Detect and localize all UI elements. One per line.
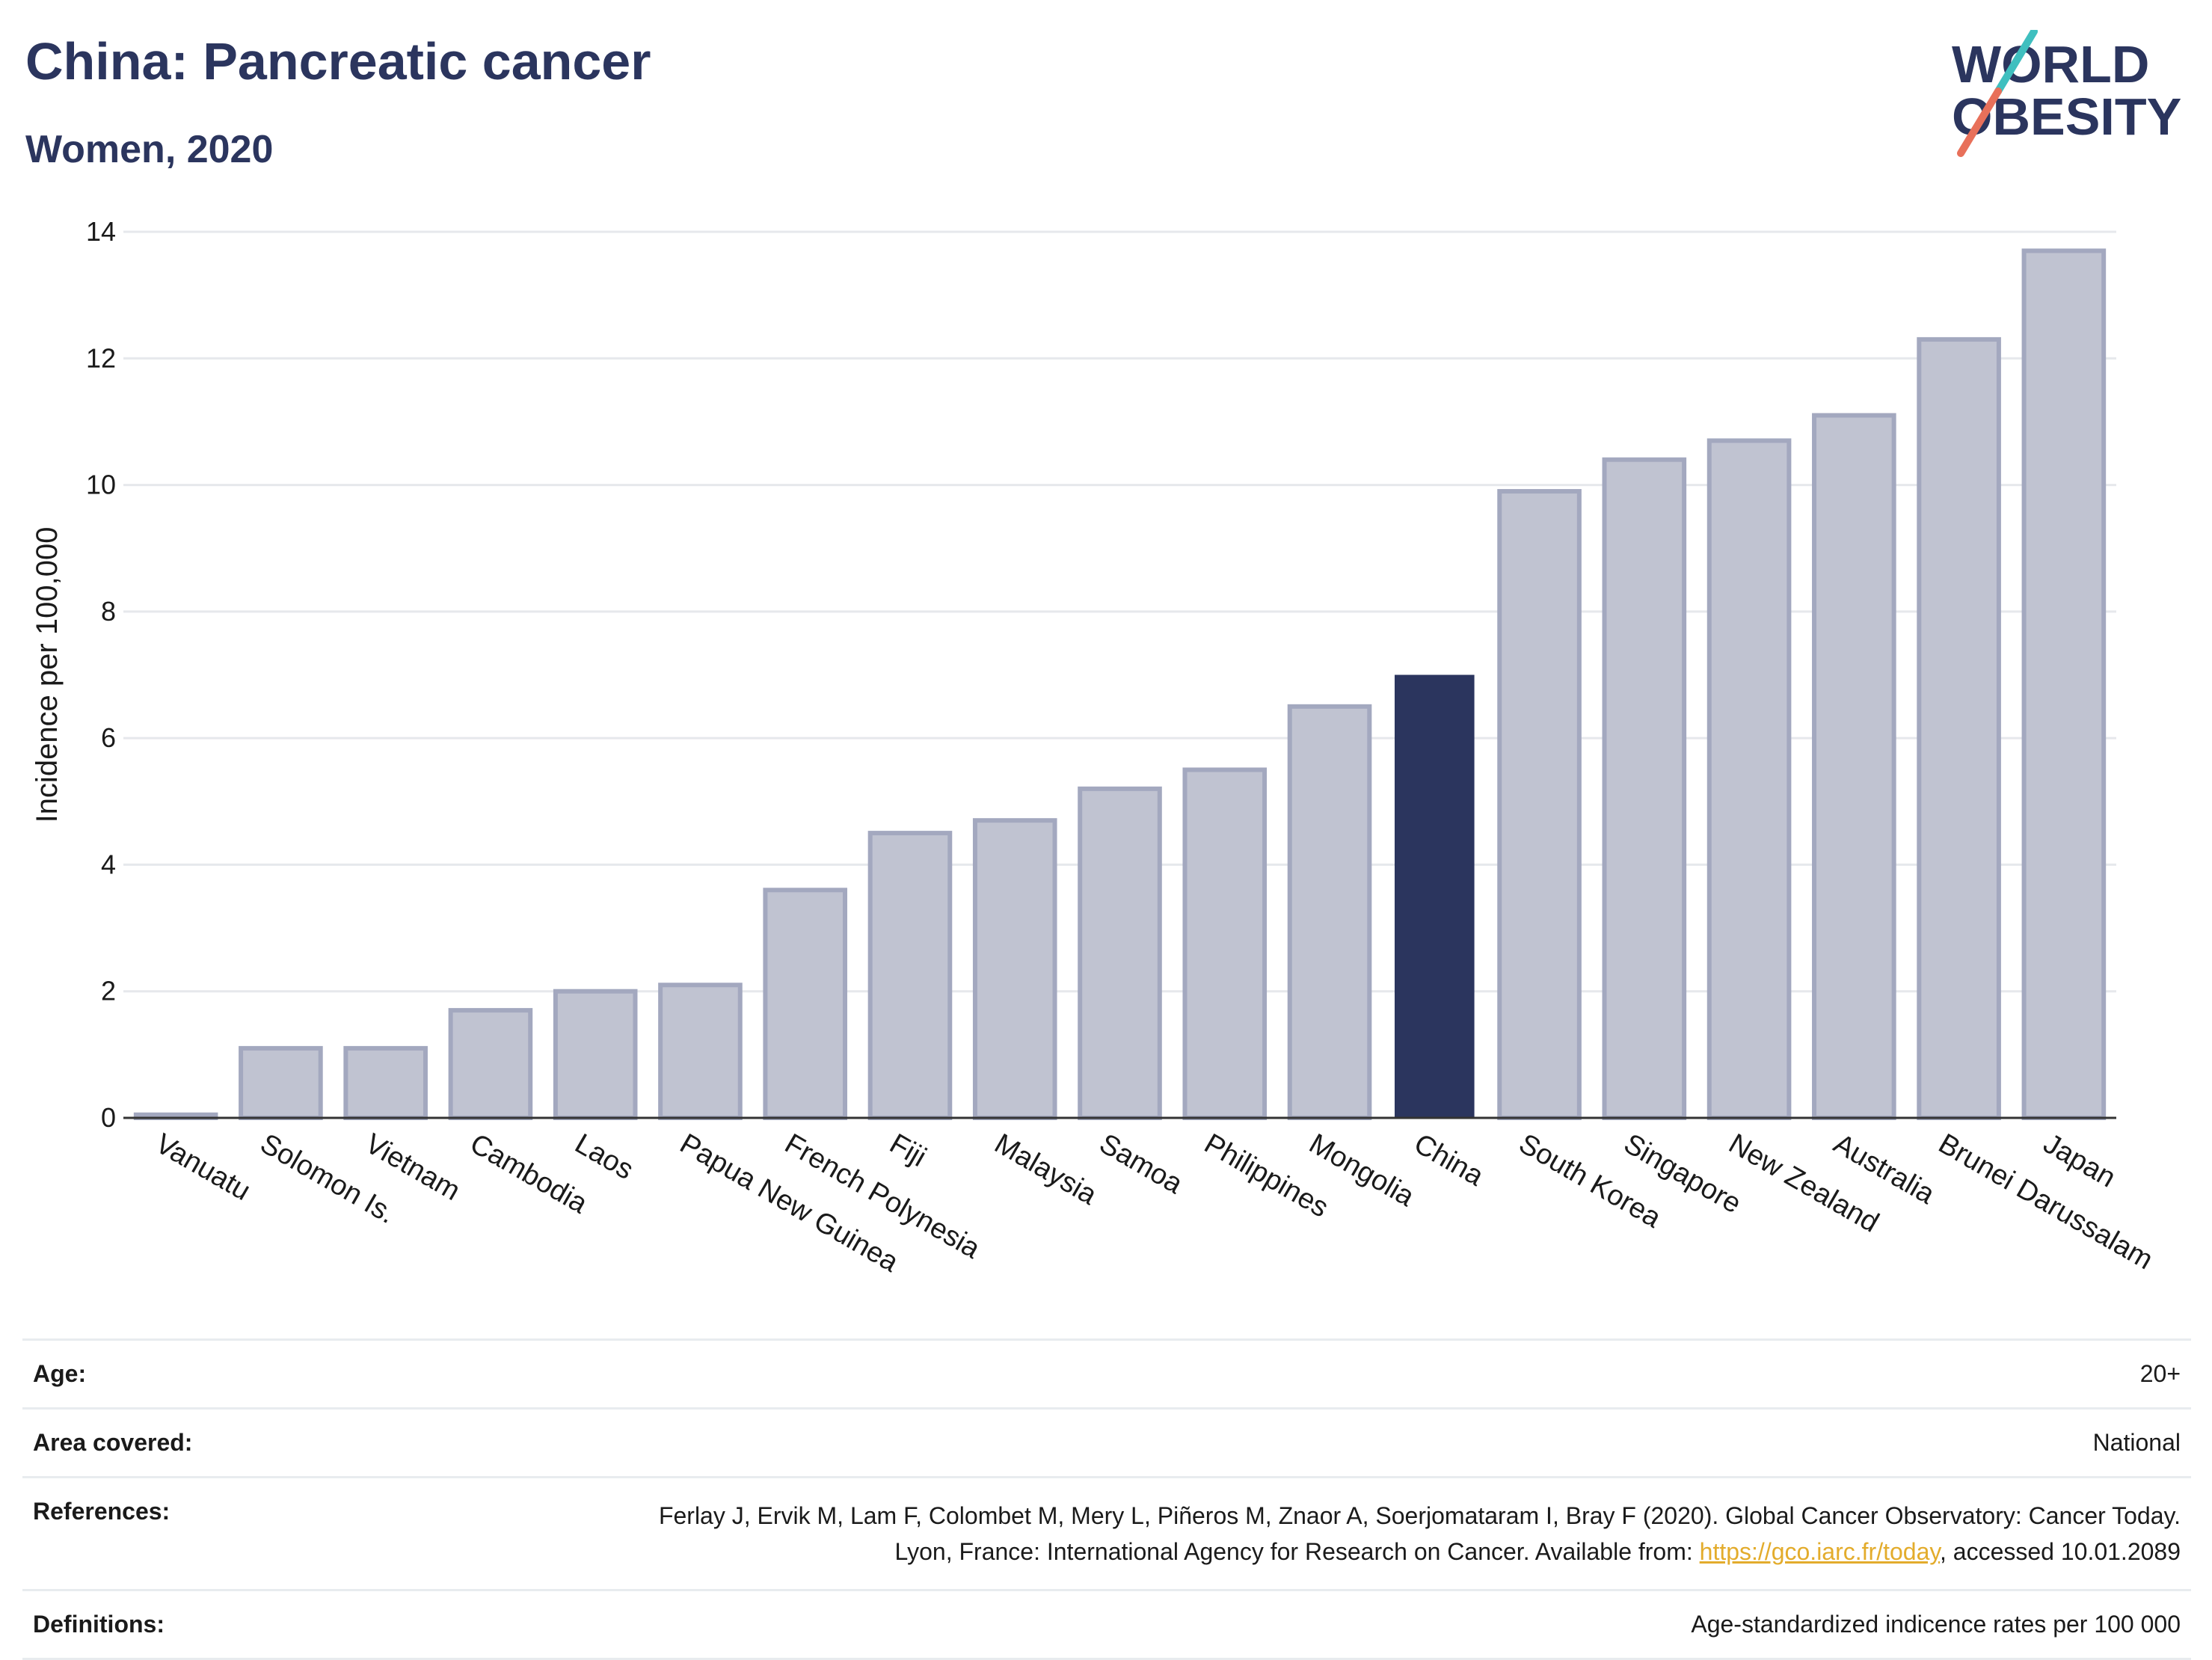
bar	[1394, 674, 1475, 1118]
y-axis-label: Incidence per 100,000	[31, 527, 64, 823]
bar	[1917, 336, 2001, 1121]
x-tick-label: Cambodia	[464, 1128, 593, 1220]
y-tick-label: 6	[101, 722, 116, 753]
bar	[972, 818, 1057, 1121]
bar	[1812, 413, 1896, 1120]
y-tick-label: 14	[86, 216, 116, 247]
definitions-value: Age-standardized indicence rates per 100…	[1691, 1611, 2181, 1638]
x-tick-label: Vanuatu	[150, 1128, 256, 1207]
bar	[763, 888, 848, 1120]
y-tick-label: 0	[101, 1102, 116, 1133]
x-tick-label: China	[1409, 1128, 1490, 1192]
bar	[448, 1008, 533, 1121]
references-link[interactable]: https://gco.iarc.fr/today	[1699, 1538, 1940, 1565]
y-tick-label: 8	[101, 596, 116, 627]
y-tick-label: 4	[101, 849, 116, 879]
footer-row-age: Age: 20+	[22, 1338, 2191, 1407]
bar	[658, 983, 743, 1120]
page-subtitle: Women, 2020	[25, 128, 274, 171]
logo-line2: OBESITY	[1952, 87, 2181, 146]
area-label: Area covered:	[33, 1429, 193, 1456]
y-tick-label: 12	[86, 342, 116, 373]
x-tick-label: Samoa	[1094, 1128, 1188, 1200]
x-tick-label: Fiji	[884, 1128, 931, 1173]
references-label: References:	[33, 1498, 170, 1525]
x-tick-label: Malaysia	[989, 1128, 1103, 1211]
page-title: China: Pancreatic cancer	[25, 32, 651, 90]
y-tick-label: 10	[86, 470, 116, 500]
references-text: Ferlay J, Ervik M, Lam F, Colombet M, Me…	[658, 1502, 2181, 1565]
y-tick-label: 2	[101, 976, 116, 1006]
x-tick-label: Japan	[2038, 1128, 2121, 1193]
x-tick-label: Laos	[570, 1128, 639, 1186]
bar	[867, 831, 953, 1120]
area-value: National	[2092, 1429, 2181, 1456]
bar	[2021, 248, 2107, 1121]
references-value: Ferlay J, Ervik M, Lam F, Colombet M, Me…	[610, 1498, 2181, 1570]
references-suffix: , accessed 10.01.2089	[1939, 1538, 2181, 1565]
bar-chart: 0 2 4 6 8 10 12 14 Incidence per 100,000 Vanuatu S…	[31, 216, 2158, 1279]
bar	[1182, 767, 1268, 1120]
bar	[1287, 704, 1372, 1120]
logo-line1: WORLD	[1952, 35, 2149, 93]
bar	[1706, 438, 1792, 1121]
logo-slash-teal	[1994, 30, 2038, 95]
bar	[553, 989, 638, 1120]
definitions-label: Definitions:	[33, 1611, 165, 1638]
bar	[343, 1045, 428, 1120]
footer-row-area: Area covered: National	[22, 1407, 2191, 1476]
bar	[1497, 489, 1582, 1120]
chart-footer: Age: 20+ Area covered: National Referenc…	[22, 1338, 2191, 1660]
logo-slash-red	[1957, 87, 2002, 157]
footer-row-references: References: Ferlay J, Ervik M, Lam F, Co…	[22, 1476, 2191, 1589]
bar	[1602, 457, 1687, 1120]
age-value: 20+	[2139, 1360, 2181, 1387]
bar	[1078, 786, 1162, 1120]
bar	[239, 1045, 323, 1120]
world-obesity-logo: WORLD OBESITY	[1952, 30, 2181, 157]
footer-row-definitions: Definitions: Age-standardized indicence …	[22, 1589, 2191, 1660]
age-label: Age:	[33, 1360, 87, 1387]
